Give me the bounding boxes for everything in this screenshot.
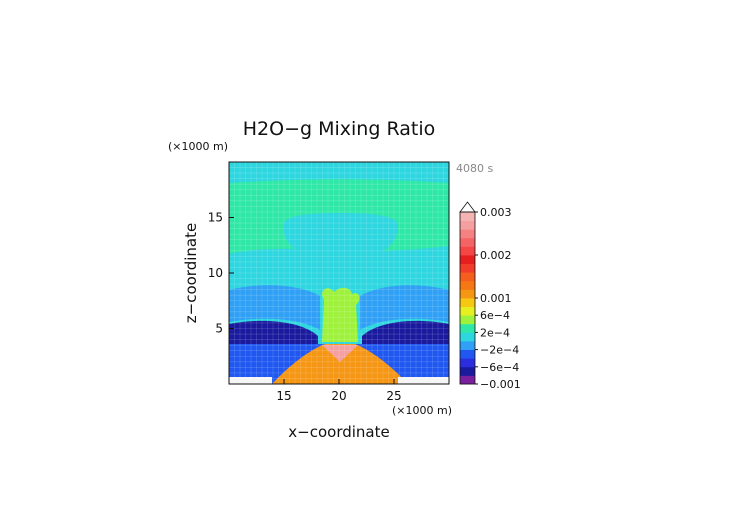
region-core [322, 345, 358, 362]
x-tick-label: 25 [386, 389, 401, 403]
colorbar-tick-label: −2e−4 [480, 344, 519, 357]
colorbar-segment [460, 323, 475, 333]
region-updraft-column [322, 287, 360, 342]
colorbar-tick-label: 6e−4 [480, 309, 510, 322]
colorbar-tick-label: 2e−4 [480, 326, 510, 339]
colorbar-segment [460, 366, 475, 376]
region-low-dry-band [229, 320, 449, 344]
colorbar-segment [460, 212, 475, 221]
colorbar-segment [460, 332, 475, 342]
colorbar-segment [460, 237, 475, 247]
colorbar: 0.003 0.002 0.001 6e−4 2e−4 −2e−4 −6e−4 −0.001 [459, 201, 521, 391]
colorbar-extend-arrow [459, 201, 476, 213]
colorbar-segment [460, 220, 475, 230]
grid [228, 161, 450, 385]
y-tick-label: 10 [208, 266, 223, 280]
region-boundary-layer-warm [272, 344, 408, 384]
y-tick-label: 5 [215, 322, 223, 336]
y-unit-label: (×1000 m) [168, 140, 228, 153]
colorbar-tick-label: 0.003 [480, 206, 512, 219]
colorbar-tick-label: 0.001 [480, 292, 512, 305]
colorbar-segment [460, 229, 475, 239]
colorbar-segment [460, 246, 475, 256]
colorbar-segment [460, 298, 475, 307]
colorbar-segment [460, 280, 475, 290]
x-tick-label: 20 [331, 389, 346, 403]
x-unit-label: (×1000 m) [392, 404, 452, 417]
colorbar-segment [460, 341, 475, 350]
y-axis: 5 10 15 [208, 211, 234, 336]
colorbar-segment [460, 255, 475, 264]
region-surface-dry-left [229, 377, 272, 384]
region-mid-layer [229, 285, 449, 330]
y-tick-label: 15 [208, 211, 223, 225]
colorbar-tick-label: −0.001 [480, 378, 521, 391]
colorbar-tick-label: −6e−4 [480, 361, 519, 374]
chart-title: H2O−g Mixing Ratio [243, 118, 435, 140]
region-cloud-top [283, 213, 398, 260]
colorbar-segment [460, 306, 475, 316]
y-axis-label: z−coordinate [182, 223, 200, 323]
x-tick-label: 15 [276, 389, 291, 403]
time-label: 4080 s [456, 162, 493, 175]
colorbar-segment [460, 358, 475, 368]
colorbar-segment [460, 289, 475, 299]
colorbar-segment [460, 375, 475, 385]
colorbar-segment [460, 263, 475, 273]
colorbar-segment [460, 349, 475, 359]
colorbar-segment [460, 315, 475, 325]
colorbar-tick-label: 0.002 [480, 249, 512, 262]
contour-field [229, 162, 449, 384]
colorbar-segment [460, 272, 475, 282]
x-axis: 15 20 25 [276, 379, 402, 403]
x-axis-label: x−coordinate [288, 423, 389, 441]
region-surface-dry-right [398, 377, 449, 384]
